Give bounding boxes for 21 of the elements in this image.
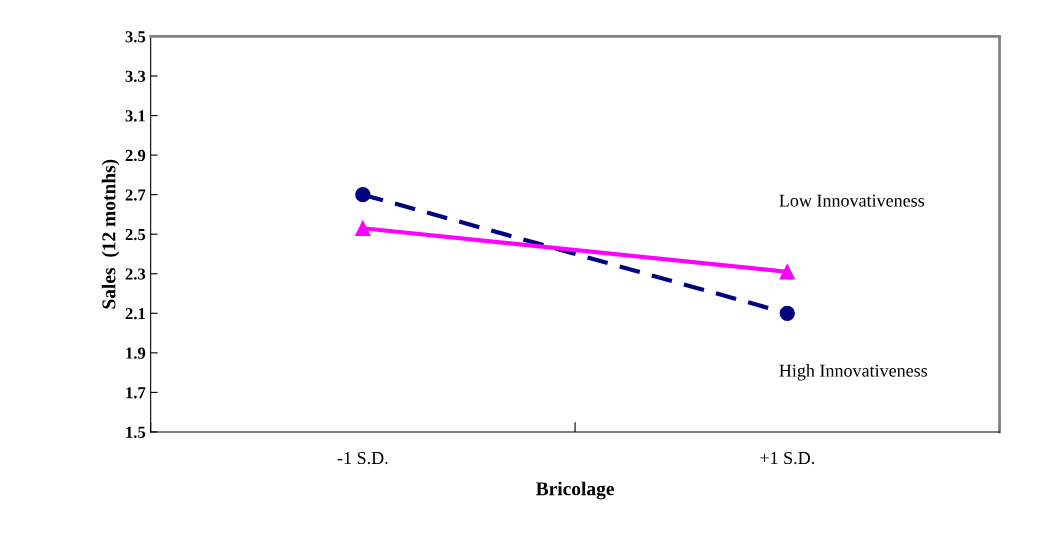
y-tick-label: 1.7 (126, 387, 146, 399)
x-tick-label: +1 S.D. (760, 451, 815, 465)
point (779, 264, 795, 280)
y-tick-label: 2.3 (125, 268, 146, 280)
y-tick-label: 3.3 (125, 70, 146, 83)
x-tick-label: -1 S.D. (337, 451, 388, 465)
y-tick-label: 3.5 (125, 31, 146, 43)
point (355, 187, 371, 203)
point (355, 220, 371, 236)
y-tick-label: 1.5 (126, 426, 146, 438)
y-tick-label: 2.7 (125, 189, 146, 201)
y-tick-label: 3.1 (125, 110, 145, 122)
point (779, 305, 795, 321)
annotation: Low Innovativeness (779, 194, 925, 207)
y-tick-label: 2.5 (125, 228, 146, 241)
y-tick-label: 2.9 (125, 149, 146, 162)
y-tick-label: 2.1 (125, 308, 145, 320)
annotation: High Innovativeness (779, 364, 928, 381)
y-tick-label: 1.9 (126, 347, 146, 359)
y-axis-title: Sales (12 motnhs) (101, 159, 120, 309)
x-axis-title: Bricolage (535, 481, 614, 500)
